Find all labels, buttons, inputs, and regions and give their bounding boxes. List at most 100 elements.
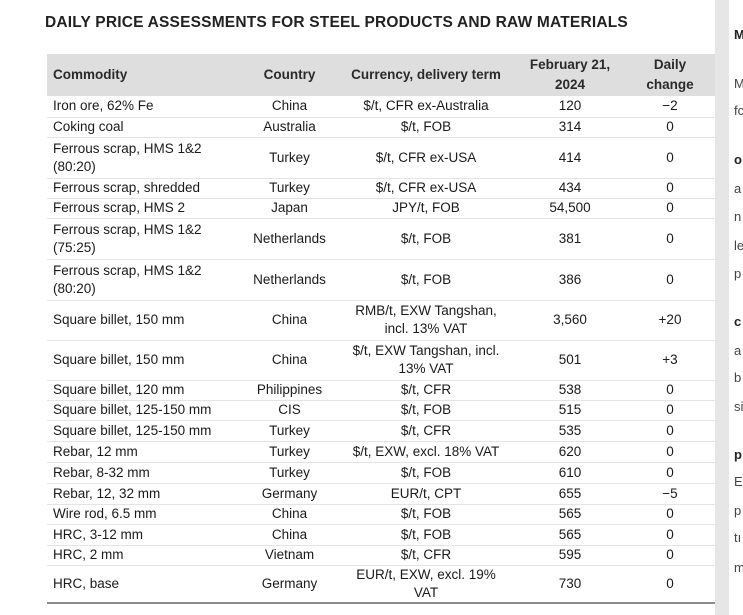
country-cell: Germany	[242, 565, 337, 604]
price-cell: 386	[515, 259, 625, 301]
table-row: Ferrous scrap, HMS 1&2 (80:20) Turkey $/t,…	[47, 137, 715, 179]
term-cell: $/t, FOB	[337, 462, 515, 484]
country-cell: Turkey	[242, 137, 337, 179]
term-cell: $/t, FOB	[337, 218, 515, 260]
header-commodity: Commodity	[47, 54, 242, 96]
table-row: Ferrous scrap, HMS 1&2 (80:20) Netherland…	[47, 259, 715, 301]
term-cell: $/t, CFR ex-USA	[337, 137, 515, 179]
price-table: Commodity Country Currency, delivery ter…	[47, 54, 715, 604]
price-cell: 501	[515, 340, 625, 381]
country-cell: China	[242, 96, 337, 118]
side-text-fragment: p	[734, 447, 742, 462]
term-cell: $/t, CFR	[337, 380, 515, 401]
table-row: Square billet, 120 mm Philippines $/t, CFR…	[47, 380, 715, 401]
price-cell: 610	[515, 462, 625, 484]
country-cell: China	[242, 340, 337, 381]
country-cell: Japan	[242, 198, 337, 219]
table-header-row: Commodity Country Currency, delivery ter…	[47, 54, 715, 96]
commodity-cell: Coking coal	[47, 117, 242, 138]
table-row: Square billet, 125-150 mm Turkey $/t, CFR 5…	[47, 420, 715, 442]
change-cell: 0	[625, 178, 715, 199]
country-cell: Turkey	[242, 420, 337, 442]
table-row: Square billet, 150 mm China RMB/t, EXW Tan…	[47, 300, 715, 341]
side-text-fragment: fc	[734, 103, 743, 118]
side-text-fragment: M	[734, 27, 743, 42]
term-cell: $/t, EXW, excl. 18% VAT	[337, 441, 515, 463]
change-cell: 0	[625, 441, 715, 463]
term-cell: $/t, CFR	[337, 420, 515, 442]
commodity-cell: Ferrous scrap, HMS 2	[47, 198, 242, 219]
commodity-cell: Square billet, 125-150 mm	[47, 420, 242, 442]
commodity-cell: Wire rod, 6.5 mm	[47, 504, 242, 525]
table-row: HRC, 2 mm Vietnam $/t, CFR 595 0	[47, 545, 715, 566]
table-row: Ferrous scrap, shredded Turkey $/t, CFR ex…	[47, 178, 715, 199]
side-text-fragment: E	[734, 474, 743, 489]
term-cell: $/t, CFR	[337, 545, 515, 566]
country-cell: CIS	[242, 400, 337, 421]
country-cell: Turkey	[242, 462, 337, 484]
price-cell: 595	[515, 545, 625, 566]
header-country: Country	[242, 54, 337, 96]
country-cell: China	[242, 524, 337, 546]
term-cell: $/t, FOB	[337, 524, 515, 546]
change-cell: 0	[625, 420, 715, 442]
price-cell: 620	[515, 441, 625, 463]
side-text-fragment: M	[734, 76, 743, 91]
price-cell: 515	[515, 400, 625, 421]
price-cell: 655	[515, 483, 625, 505]
table-row: Coking coal Australia $/t, FOB 314 0	[47, 117, 715, 138]
header-change: Daily change	[625, 54, 715, 96]
country-cell: Turkey	[242, 441, 337, 463]
table-row: Square billet, 125-150 mm CIS $/t, FOB 515 0	[47, 400, 715, 421]
table-row: Rebar, 12, 32 mm Germany EUR/t, CPT 655 −5	[47, 483, 715, 505]
country-cell: Netherlands	[242, 218, 337, 260]
commodity-cell: Rebar, 8-32 mm	[47, 462, 242, 484]
side-text-fragment: p	[734, 503, 742, 518]
change-cell: 0	[625, 259, 715, 301]
table-row: Rebar, 8-32 mm Turkey $/t, FOB 610 0	[47, 462, 715, 484]
commodity-cell: Square billet, 150 mm	[47, 300, 242, 341]
change-cell: −5	[625, 483, 715, 505]
commodity-cell: Square billet, 120 mm	[47, 380, 242, 401]
table-row: Iron ore, 62% Fe China $/t, CFR ex-Austral…	[47, 96, 715, 118]
price-cell: 538	[515, 380, 625, 401]
commodity-cell: Square billet, 150 mm	[47, 340, 242, 381]
table-row: Ferrous scrap, HMS 2 Japan JPY/t, FOB 54,50…	[47, 198, 715, 219]
side-text-fragment: a	[734, 343, 742, 358]
term-cell: $/t, FOB	[337, 400, 515, 421]
price-cell: 120	[515, 96, 625, 118]
price-cell: 434	[515, 178, 625, 199]
country-cell: Turkey	[242, 178, 337, 199]
country-cell: Germany	[242, 483, 337, 505]
commodity-cell: Square billet, 125-150 mm	[47, 400, 242, 421]
side-text-fragment: tı	[734, 530, 742, 545]
commodity-cell: Ferrous scrap, shredded	[47, 178, 242, 199]
header-date: February 21, 2024	[515, 54, 625, 96]
change-cell: 0	[625, 400, 715, 421]
change-cell: +20	[625, 300, 715, 341]
commodity-cell: Ferrous scrap, HMS 1&2 (80:20)	[47, 137, 242, 179]
change-cell: 0	[625, 137, 715, 179]
term-cell: $/t, FOB	[337, 117, 515, 138]
table-row: Ferrous scrap, HMS 1&2 (75:25) Netherland…	[47, 218, 715, 260]
side-text-fragment: b	[734, 370, 742, 385]
price-cell: 54,500	[515, 198, 625, 219]
price-cell: 730	[515, 565, 625, 604]
commodity-cell: Iron ore, 62% Fe	[47, 96, 242, 118]
term-cell: RMB/t, EXW Tangshan, incl. 13% VAT	[337, 300, 515, 341]
change-cell: 0	[625, 462, 715, 484]
term-cell: $/t, CFR ex-USA	[337, 178, 515, 199]
term-cell: EUR/t, EXW, excl. 19% VAT	[337, 565, 515, 604]
change-cell: +3	[625, 340, 715, 381]
change-cell: 0	[625, 198, 715, 219]
price-cell: 565	[515, 504, 625, 525]
table-row: Wire rod, 6.5 mm China $/t, FOB 565 0	[47, 504, 715, 525]
country-cell: Netherlands	[242, 259, 337, 301]
commodity-cell: Ferrous scrap, HMS 1&2 (75:25)	[47, 218, 242, 260]
country-cell: Australia	[242, 117, 337, 138]
commodity-cell: Ferrous scrap, HMS 1&2 (80:20)	[47, 259, 242, 301]
side-text-fragment: c	[734, 314, 742, 329]
term-cell: $/t, FOB	[337, 504, 515, 525]
table-row: Rebar, 12 mm Turkey $/t, EXW, excl. 18% VA…	[47, 441, 715, 463]
table-row: HRC, base Germany EUR/t, EXW, excl. 19% VA…	[47, 565, 715, 604]
